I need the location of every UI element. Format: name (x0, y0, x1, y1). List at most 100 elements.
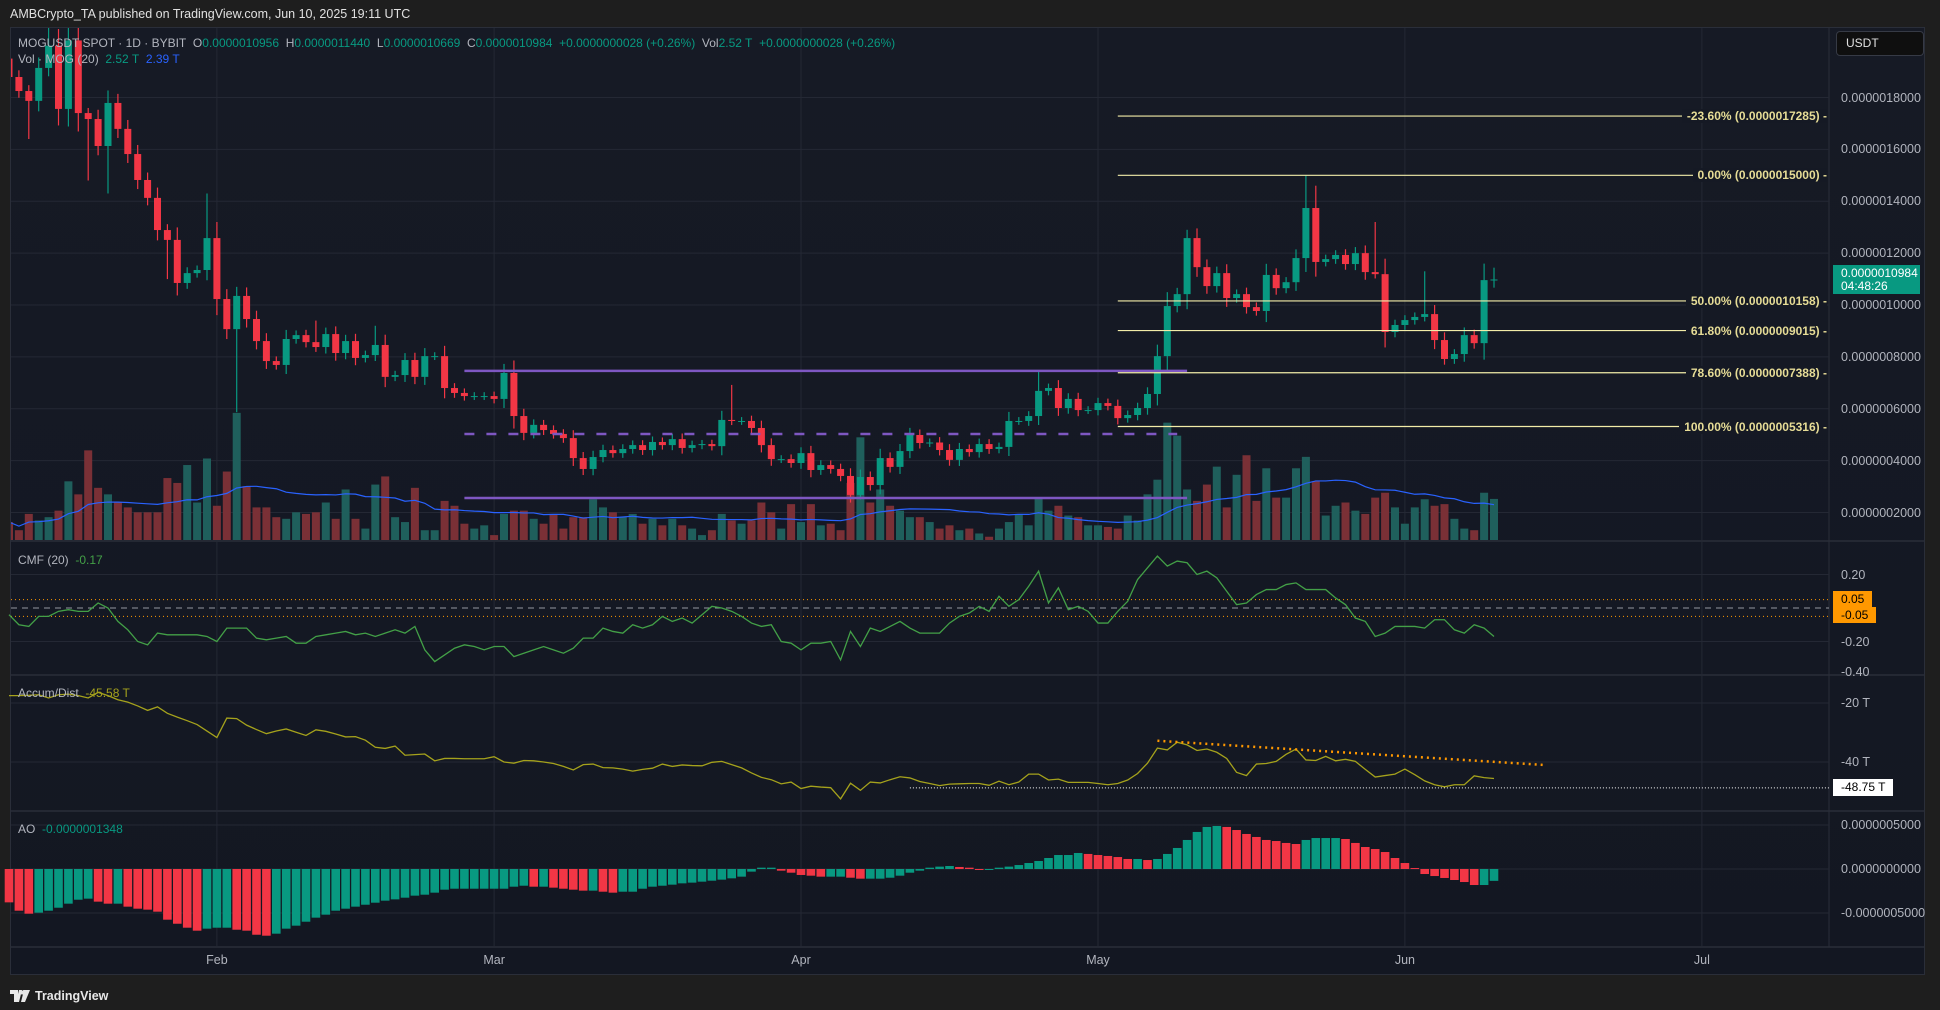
ao-bar (697, 869, 707, 882)
volume-bar (54, 510, 63, 540)
volume-bar (450, 505, 459, 540)
volume-bar (985, 536, 994, 540)
volume-bar (44, 517, 53, 540)
candle-body (272, 361, 280, 365)
volume-bar (94, 487, 103, 540)
symbol-title[interactable]: MOGUSDT SPOT · 1D · BYBIT (18, 36, 187, 50)
candle-body (262, 341, 270, 362)
volume-bar (203, 458, 211, 540)
ao-bar (440, 869, 449, 890)
candle-body (411, 360, 419, 377)
ad-title[interactable]: Accum/Dist (18, 686, 79, 700)
ad-axis-label: -20 T (1841, 696, 1870, 710)
candle-body (1064, 398, 1072, 409)
candle-body (1252, 307, 1260, 311)
ao-bar (1262, 839, 1271, 869)
candle-body (1262, 274, 1270, 311)
candle-body (451, 388, 458, 393)
volume-bar (1301, 456, 1310, 540)
cmf-title[interactable]: CMF (20) (18, 553, 69, 567)
close-value: 0.0000010984 (475, 36, 553, 50)
published-caption: AMBCrypto_TA published on TradingView.co… (10, 7, 411, 21)
volume-bar (440, 500, 449, 540)
price-axis-label: 0.0000004000 (1841, 453, 1921, 468)
candle-body (104, 102, 112, 147)
high-label: H (285, 36, 295, 50)
candle-body (1302, 208, 1310, 259)
low-label: L (376, 36, 384, 50)
ao-bar (1361, 847, 1370, 869)
candle-body (45, 45, 53, 68)
candle-body (1035, 390, 1043, 417)
candle-body (183, 273, 191, 283)
volume-bar (14, 530, 23, 540)
volume-bar (1163, 422, 1172, 540)
volume-bar (331, 518, 340, 540)
candle-body (520, 416, 528, 433)
ao-bar (1024, 863, 1033, 869)
ao-bar (1093, 855, 1103, 869)
fib-level-label: 0.00% (0.0000015000) - (1692, 168, 1827, 183)
volume-bar (143, 512, 152, 540)
candle-body (1292, 258, 1300, 283)
ao-bar (925, 867, 934, 869)
chart-panel[interactable] (10, 27, 1925, 975)
ao-bar (757, 867, 766, 869)
volume-bar (232, 412, 241, 540)
volume-bar (668, 518, 677, 540)
volume-legend: Vol · MOG (20) 2.52 T 2.39 T (18, 52, 180, 66)
ao-bar (163, 869, 172, 920)
tradingview-logo[interactable]: TradingView (10, 985, 108, 1007)
candle-body (777, 459, 785, 461)
volume-bar (707, 530, 716, 540)
volume-bar (1272, 497, 1281, 540)
volume-bar (430, 530, 439, 540)
volume-bar (1440, 504, 1449, 540)
volume-bar (509, 510, 518, 540)
ao-bar (767, 867, 776, 869)
ao-bar (1469, 869, 1479, 886)
volume-bar (302, 513, 310, 540)
volume-bar (242, 486, 251, 540)
ao-bar (450, 869, 459, 889)
volume-bar (1470, 530, 1479, 540)
candle-body (936, 442, 944, 451)
volume-bar (648, 518, 657, 540)
volume-bar (64, 481, 73, 540)
ao-value: -0.0000001348 (42, 822, 123, 836)
ao-bar (598, 869, 608, 892)
open-label: O (192, 36, 203, 50)
volume-bar (292, 512, 301, 540)
candle-body (1173, 294, 1181, 307)
ao-bar (529, 869, 538, 887)
volume-bar (341, 489, 350, 540)
volume-bar (480, 525, 489, 540)
volume-title[interactable]: Vol · MOG (20) (18, 52, 99, 66)
volume-bar (193, 502, 202, 540)
candle-body (193, 270, 201, 274)
ao-bar (331, 869, 340, 911)
candle-body (490, 396, 498, 399)
candle-body (1233, 294, 1241, 299)
ao-bar (1479, 869, 1489, 886)
volume-bar (391, 517, 400, 540)
candle-body (470, 396, 478, 398)
candle-body (312, 342, 320, 348)
candle-body (856, 477, 864, 495)
ao-bar (103, 869, 113, 904)
volume-bar (420, 530, 429, 540)
ao-bar (54, 869, 63, 908)
ao-title[interactable]: AO (18, 822, 36, 836)
ao-bar (1271, 841, 1281, 869)
volume-bar (1123, 515, 1132, 540)
candle-body (718, 419, 726, 447)
candle-body (74, 40, 82, 114)
vol-value: 2.52 T (718, 36, 753, 50)
ao-bar (727, 869, 736, 879)
ao-bar (1450, 869, 1459, 880)
volume-bar (1113, 528, 1122, 540)
ao-bar (1044, 858, 1053, 869)
currency-button[interactable]: USDT (1836, 31, 1924, 56)
cmf-lower-band-tag: -0.05 (1833, 607, 1877, 623)
